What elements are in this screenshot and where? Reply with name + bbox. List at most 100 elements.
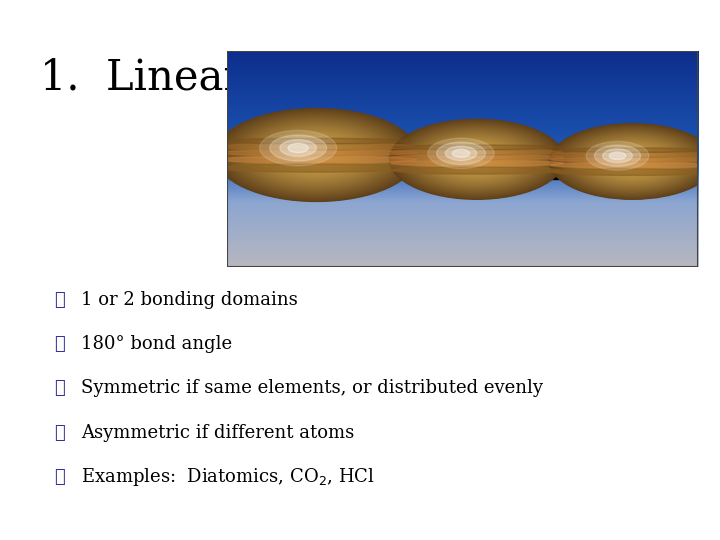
Circle shape [264, 131, 369, 179]
Circle shape [308, 151, 325, 159]
Circle shape [588, 141, 676, 181]
Circle shape [433, 139, 521, 179]
Circle shape [251, 125, 382, 185]
Circle shape [442, 143, 512, 176]
Circle shape [474, 158, 480, 160]
Circle shape [475, 159, 478, 160]
Circle shape [407, 127, 546, 191]
Circle shape [629, 160, 636, 163]
Circle shape [561, 129, 704, 194]
Circle shape [301, 148, 332, 162]
Text: 180° bond angle: 180° bond angle [81, 335, 233, 353]
Ellipse shape [215, 157, 418, 163]
Circle shape [618, 155, 646, 168]
Circle shape [586, 141, 649, 170]
Circle shape [411, 130, 542, 189]
Circle shape [631, 161, 634, 162]
Circle shape [233, 117, 399, 193]
Ellipse shape [552, 152, 714, 157]
Ellipse shape [554, 148, 711, 152]
Circle shape [550, 124, 715, 199]
Circle shape [621, 157, 644, 166]
Circle shape [623, 157, 642, 166]
Circle shape [424, 136, 529, 183]
Circle shape [391, 120, 562, 199]
Text: ✓: ✓ [54, 379, 65, 397]
Circle shape [228, 114, 404, 195]
Circle shape [471, 157, 482, 162]
Ellipse shape [390, 160, 564, 166]
Circle shape [296, 146, 337, 164]
Ellipse shape [553, 168, 711, 176]
Circle shape [272, 135, 360, 175]
Circle shape [579, 137, 686, 186]
Circle shape [562, 129, 703, 194]
Circle shape [215, 109, 418, 201]
Circle shape [449, 147, 505, 172]
Circle shape [569, 132, 696, 191]
Circle shape [426, 136, 528, 183]
Circle shape [288, 143, 308, 153]
Circle shape [595, 145, 670, 178]
Circle shape [627, 159, 638, 164]
Circle shape [439, 142, 515, 177]
Circle shape [605, 149, 660, 174]
Circle shape [254, 126, 379, 184]
Circle shape [570, 133, 694, 190]
Circle shape [288, 142, 345, 168]
Circle shape [444, 144, 510, 174]
Circle shape [390, 119, 564, 199]
Circle shape [469, 156, 484, 163]
Circle shape [564, 130, 701, 193]
Circle shape [555, 126, 709, 197]
Circle shape [576, 136, 689, 187]
Circle shape [552, 125, 712, 198]
Ellipse shape [220, 138, 413, 144]
Circle shape [283, 139, 350, 171]
Circle shape [590, 142, 675, 181]
Circle shape [446, 145, 508, 173]
Circle shape [303, 149, 330, 161]
Circle shape [583, 139, 682, 184]
Circle shape [270, 135, 327, 161]
Ellipse shape [217, 143, 416, 150]
Circle shape [600, 147, 664, 176]
Circle shape [267, 132, 366, 178]
Circle shape [428, 138, 494, 168]
Circle shape [305, 150, 328, 160]
Circle shape [572, 134, 693, 189]
Circle shape [280, 140, 316, 157]
Text: 1.  Linear: 1. Linear [40, 57, 243, 99]
Circle shape [397, 123, 557, 196]
Circle shape [246, 123, 387, 187]
Circle shape [611, 151, 654, 172]
Text: Symmetric if same elements, or distributed evenly: Symmetric if same elements, or distribut… [81, 379, 544, 397]
Circle shape [432, 139, 522, 180]
Circle shape [227, 114, 406, 196]
Circle shape [441, 143, 513, 176]
Circle shape [431, 138, 523, 180]
Circle shape [413, 130, 541, 188]
Circle shape [394, 122, 559, 197]
Circle shape [271, 134, 362, 176]
Circle shape [456, 150, 497, 168]
Circle shape [400, 124, 554, 194]
Circle shape [464, 153, 490, 165]
Text: ✓: ✓ [54, 423, 65, 442]
Circle shape [423, 134, 531, 184]
Circle shape [436, 140, 518, 178]
Circle shape [232, 116, 401, 194]
Circle shape [446, 146, 477, 160]
Circle shape [577, 136, 688, 187]
Circle shape [306, 150, 327, 160]
Circle shape [410, 129, 544, 190]
Circle shape [240, 120, 392, 190]
Circle shape [256, 127, 377, 183]
Circle shape [298, 146, 335, 164]
Circle shape [313, 153, 320, 157]
Circle shape [310, 152, 323, 158]
Circle shape [415, 131, 538, 187]
Circle shape [598, 146, 667, 177]
Circle shape [626, 158, 639, 165]
Circle shape [595, 145, 641, 166]
